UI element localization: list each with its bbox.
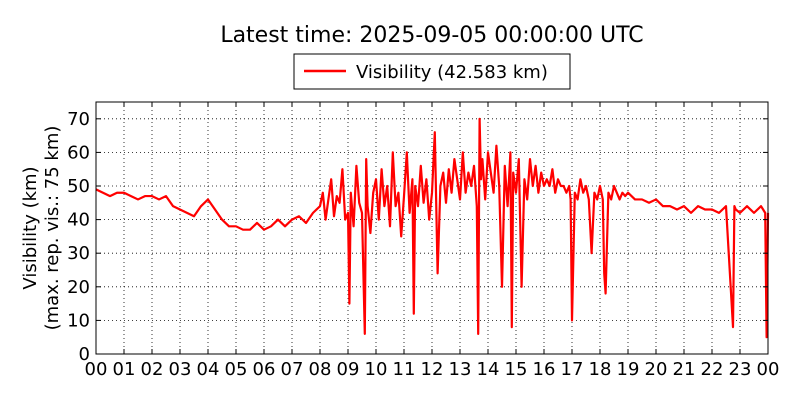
x-ticks: 00 01 02 03 04 05 06 07 08 09 10 11 12 13 14 15 16 17 18 19…: [85, 102, 780, 380]
x-tick-label: 07: [281, 359, 304, 380]
x-tick-label: 23: [729, 359, 752, 380]
x-tick-label: 20: [645, 359, 668, 380]
x-tick-label: 22: [701, 359, 724, 380]
x-tick-label: 10: [365, 359, 388, 380]
y-tick-label: 60: [67, 142, 90, 163]
legend-label: Visibility (42.583 km): [356, 62, 548, 83]
y-tick-label: 0: [79, 344, 90, 365]
x-tick-label: 00: [85, 359, 108, 380]
x-tick-label: 01: [113, 359, 136, 380]
grid: [96, 102, 768, 354]
y-tick-label: 40: [67, 210, 90, 231]
series-line-visibility: [95, 117, 770, 339]
x-tick-label: 15: [505, 359, 528, 380]
y-ticks: 0 10 20 30 40 50 60 70: [67, 109, 768, 365]
x-tick-label: 16: [533, 359, 556, 380]
y-tick-label: 10: [67, 310, 90, 331]
x-tick-label: 19: [617, 359, 640, 380]
x-tick-label: 02: [141, 359, 164, 380]
x-tick-label: 14: [477, 359, 500, 380]
x-tick-label: 08: [309, 359, 332, 380]
chart-title: Latest time: 2025-09-05 00:00:00 UTC: [220, 23, 643, 48]
x-tick-label: 00: [757, 359, 780, 380]
y-tick-label: 20: [67, 277, 90, 298]
y-tick-label: 50: [67, 176, 90, 197]
x-tick-label: 06: [253, 359, 276, 380]
legend: Visibility (42.583 km): [293, 53, 571, 90]
x-tick-label: 09: [337, 359, 360, 380]
x-tick-label: 18: [589, 359, 612, 380]
x-tick-label: 11: [393, 359, 416, 380]
x-tick-label: 05: [225, 359, 248, 380]
plot-frame: [95, 101, 769, 355]
x-tick-label: 21: [673, 359, 696, 380]
x-tick-label: 04: [197, 359, 220, 380]
y-tick-label: 70: [67, 109, 90, 130]
x-tick-label: 13: [449, 359, 472, 380]
y-axis-label: Visibility (km): [20, 166, 41, 289]
x-tick-label: 03: [169, 359, 192, 380]
x-tick-label: 12: [421, 359, 444, 380]
y-tick-label: 30: [67, 243, 90, 264]
x-tick-label: 17: [561, 359, 584, 380]
y-axis-sublabel: (max. rep. vis.: 75 km): [42, 126, 63, 331]
series-layer: [95, 117, 770, 339]
